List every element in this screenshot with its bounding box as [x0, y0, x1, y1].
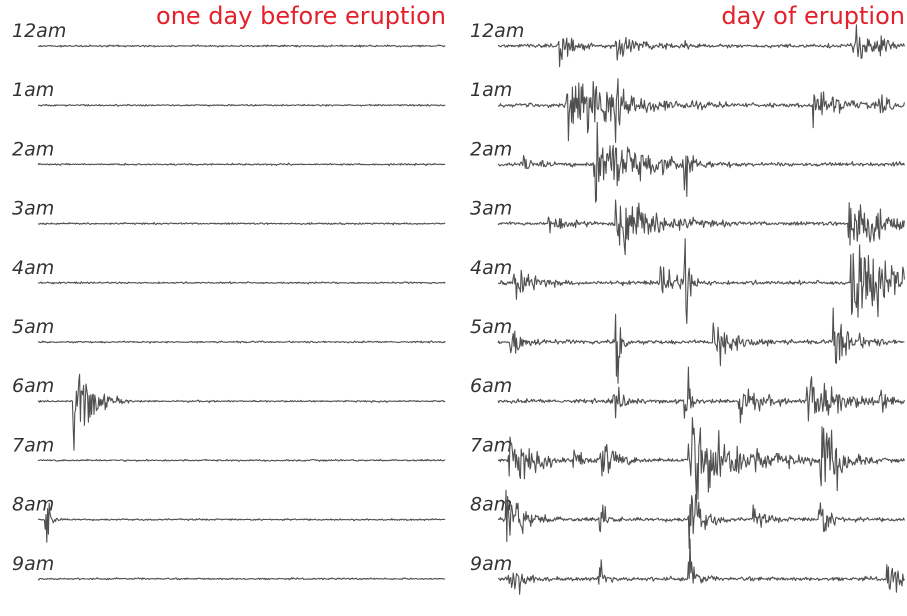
seismic-trace: [497, 78, 905, 143]
seismic-trace: [497, 489, 905, 549]
hour-label: 3am: [12, 198, 54, 220]
hour-label: 5am: [12, 316, 54, 338]
seismic-trace: [37, 281, 446, 285]
hour-label: 1am: [470, 79, 512, 101]
hour-label: 2am: [12, 138, 54, 160]
hour-label: 9am: [470, 553, 512, 575]
hour-label: 12am: [470, 20, 524, 42]
seismic-trace: [37, 162, 446, 167]
seismic-trace: [497, 121, 905, 203]
hour-label: 12am: [12, 20, 66, 42]
panel-title: one day before eruption: [156, 2, 446, 30]
seismic-trace: [38, 103, 446, 107]
hour-label: 8am: [12, 494, 54, 516]
hour-label: 1am: [12, 79, 54, 101]
seismic-trace: [37, 44, 446, 48]
hour-label: 5am: [470, 316, 512, 338]
hour-label: 2am: [470, 138, 512, 160]
seismic-trace: [497, 307, 905, 384]
seismic-trace: [497, 199, 905, 256]
seismic-trace: [37, 373, 446, 451]
hour-label: 8am: [470, 494, 512, 516]
seismic-trace: [37, 458, 446, 463]
hour-label: 6am: [12, 375, 54, 397]
seismic-trace: [497, 417, 905, 500]
hour-label: 7am: [12, 434, 54, 456]
seismic-trace: [37, 221, 446, 226]
hour-label: 4am: [12, 257, 54, 279]
seismic-trace: [497, 24, 905, 68]
seismic-trace: [37, 340, 446, 344]
hour-label: 4am: [470, 257, 512, 279]
hour-label: 7am: [470, 434, 512, 456]
seismic-trace: [497, 538, 905, 595]
seismic-trace: [37, 577, 446, 581]
seismic-trace: [497, 238, 905, 325]
seismic-trace: [37, 502, 446, 543]
hour-label: 3am: [470, 198, 512, 220]
hour-label: 9am: [12, 553, 54, 575]
seismic-trace: [497, 366, 905, 424]
hour-label: 6am: [470, 375, 512, 397]
panel-title: day of eruption: [721, 2, 905, 30]
